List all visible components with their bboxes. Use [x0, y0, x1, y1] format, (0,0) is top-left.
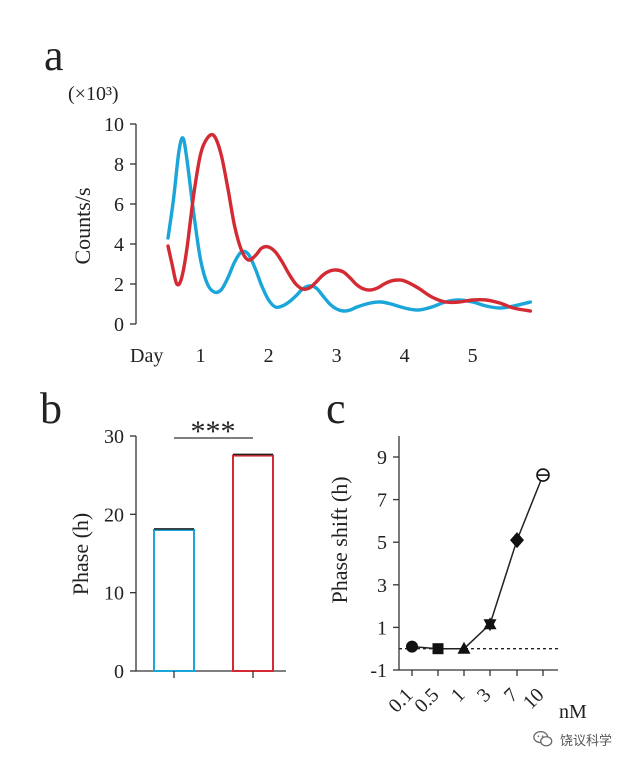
- marker-star-part: [483, 617, 497, 630]
- panel-b-y-tick-label: 10: [104, 583, 124, 605]
- panel-a-y-tick-label: 4: [114, 234, 124, 256]
- panel-c-x-tick-label: 1: [447, 684, 470, 707]
- panel-label-b: b: [40, 384, 62, 433]
- panel-a-series: [166, 132, 533, 313]
- watermark-text: 饶议科学: [559, 733, 612, 749]
- panel-label-a: a: [44, 31, 64, 80]
- panel-label-c: c: [326, 384, 346, 433]
- wechat-icon: [533, 731, 553, 747]
- panel-c-x-tick-label: 7: [500, 684, 523, 707]
- panel-b-y-tick-label: 0: [114, 661, 124, 683]
- panel-a-y-tick-label: 6: [114, 194, 124, 216]
- panel-b: Phase (h) 0 10 20 30 ***: [68, 415, 286, 683]
- panel-a-y-tick-label: 0: [114, 314, 124, 336]
- panel-a-x-ticks: 1 2 3 4 5: [196, 345, 478, 367]
- panel-a-unit-label: (×10³): [68, 83, 119, 105]
- marker-square: [432, 643, 444, 655]
- panel-c-y-tick-label: 1: [377, 617, 387, 639]
- panel-c-y-tick-label: 7: [377, 490, 387, 512]
- panel-a-x-tick-label: 5: [468, 345, 478, 367]
- panel-c-x-tick-label: 10: [519, 684, 549, 714]
- panel-a-x-tick-label: 2: [264, 345, 274, 367]
- panel-c-y-tick-label: 5: [377, 532, 387, 554]
- panel-c-y-ticks: -1 1 3 5 7 9: [370, 447, 399, 682]
- panel-c-x-tick-label: 0.5: [410, 684, 443, 717]
- panel-c-xunit: nM: [559, 701, 587, 723]
- panel-c-y-tick-label: 9: [377, 447, 387, 469]
- panel-c-x-tick-label: 3: [473, 684, 496, 707]
- panel-a-y-tick-label: 10: [104, 114, 124, 136]
- panel-b-y-ticks: 0 10 20 30: [104, 426, 136, 683]
- panel-c-x-ticks: 0.10.5 1 3 710: [384, 670, 549, 717]
- panel-c-ylabel: Phase shift (h): [327, 476, 352, 603]
- dose-response-line: [411, 474, 544, 650]
- panel-c-y-tick-label: -1: [370, 660, 387, 682]
- bar-1: [153, 529, 195, 672]
- panel-a-y-tick-label: 8: [114, 154, 124, 176]
- bar-2: [232, 454, 274, 673]
- panel-b-bars: [153, 453, 274, 678]
- watermark: 饶议科学: [532, 728, 612, 750]
- panel-a-ylabel: Counts/s: [70, 187, 95, 264]
- panel-a-xlabel: Day: [130, 345, 163, 367]
- marker-triangle: [457, 641, 471, 654]
- panel-b-y-tick-label: 30: [104, 426, 124, 448]
- panel-b-ylabel: Phase (h): [68, 513, 93, 595]
- panel-a-x-tick-label: 1: [196, 345, 206, 367]
- panel-a-x-tick-label: 3: [332, 345, 342, 367]
- significance-stars: ***: [191, 415, 236, 448]
- panel-a-y-tick-label: 2: [114, 274, 124, 296]
- panel-b-y-tick-label: 20: [104, 504, 124, 526]
- panel-c-y-tick-label: 3: [377, 575, 387, 597]
- panel-a-y-ticks: 0 2 4 6 8 10: [104, 114, 136, 336]
- panel-c-plot: [399, 468, 558, 655]
- series-line-red: [166, 132, 533, 313]
- marker-circle: [406, 640, 418, 653]
- panel-a-x-tick-label: 4: [400, 345, 410, 367]
- marker-diamond: [510, 532, 524, 549]
